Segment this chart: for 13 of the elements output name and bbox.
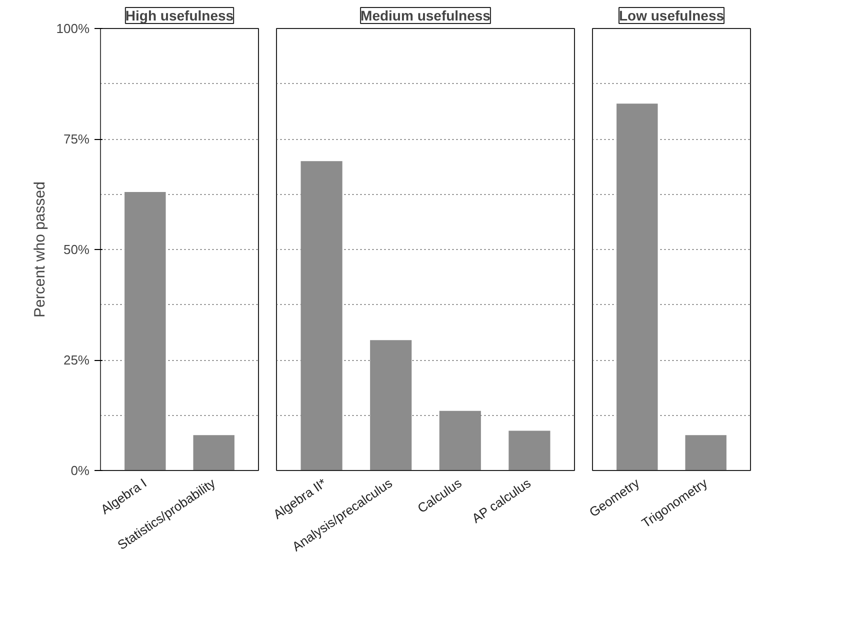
- y-tick-label: 0%: [70, 463, 90, 478]
- y-tick-label: 25%: [63, 352, 90, 368]
- y-tick-label: 100%: [56, 21, 90, 36]
- chart-title: High usefulness: [125, 8, 234, 24]
- bar: [300, 161, 342, 470]
- chart-title: Medium usefulness: [360, 8, 491, 24]
- y-tick-label: 50%: [63, 242, 90, 257]
- y-tick-label: 75%: [63, 132, 90, 146]
- bar: [370, 340, 412, 470]
- chart-title: Low usefulness: [618, 8, 724, 24]
- y-axis-title: Percent who passed: [31, 182, 48, 318]
- bar: [508, 430, 550, 470]
- bar: [439, 410, 481, 470]
